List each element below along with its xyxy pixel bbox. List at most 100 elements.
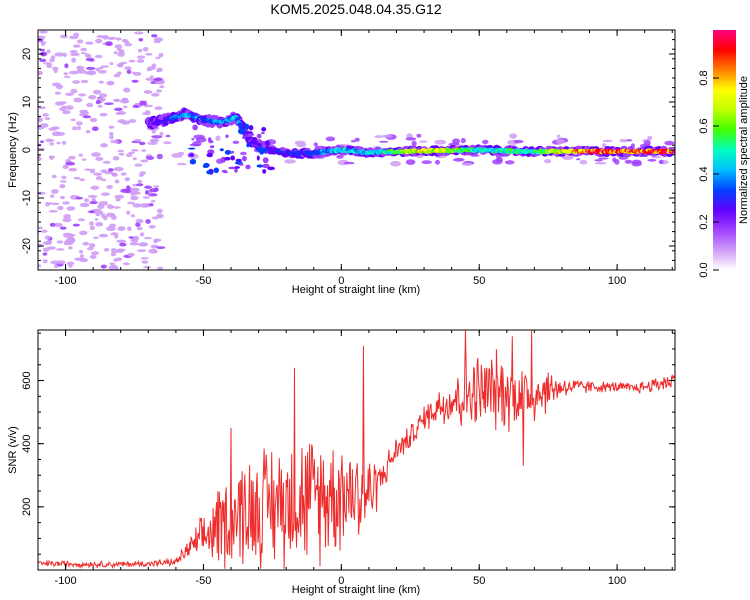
noise-blob	[150, 200, 156, 203]
noise-blob	[99, 112, 108, 117]
colorbar-gradient	[713, 30, 736, 270]
noise-blob	[113, 51, 118, 55]
transition-blob	[189, 158, 197, 165]
snr-series-line	[38, 330, 675, 570]
transition-blob	[238, 124, 243, 128]
noise-blob	[113, 73, 121, 78]
noise-blob	[51, 202, 60, 206]
noise-blob	[156, 67, 163, 72]
noise-blob	[153, 187, 159, 192]
colorbar-tick-label: 0.0	[698, 262, 710, 277]
noise-blob	[145, 156, 155, 160]
noise-blob	[65, 161, 76, 166]
noise-blob	[42, 252, 48, 256]
noise-blob	[66, 105, 74, 110]
noise-blob	[105, 41, 113, 47]
snr-panel: -100 -50 0 50 100 200 400 600 Height of straigh…	[7, 329, 676, 596]
ridge-point	[235, 117, 240, 121]
noise-blob	[56, 141, 61, 145]
noise-blob	[46, 246, 56, 250]
colorbar-ticks: 0.0 0.2 0.4 0.6 0.8	[698, 70, 719, 278]
transition-blob	[209, 145, 215, 149]
noise-blob	[126, 153, 133, 158]
noise-blob	[117, 226, 126, 231]
noise-blob	[82, 115, 92, 119]
noise-blob	[143, 90, 153, 94]
transition-blob	[225, 134, 229, 138]
noise-blob	[95, 156, 104, 161]
noise-blob	[142, 196, 150, 199]
noise-blob	[85, 66, 96, 70]
noise-blob	[87, 194, 98, 199]
noise-blob	[108, 82, 115, 85]
noise-blob	[128, 59, 136, 63]
noise-blob	[121, 97, 129, 102]
noise-blob	[159, 131, 164, 136]
noise-blob	[111, 172, 118, 177]
noise-blob	[153, 185, 160, 188]
noise-blob	[434, 139, 447, 145]
transition-blob	[261, 127, 267, 132]
noise-blob	[133, 139, 142, 142]
noise-blob	[115, 198, 121, 202]
x-tick-label: 50	[473, 575, 485, 587]
y-tick-label: 200	[21, 498, 33, 516]
noise-blob	[156, 208, 163, 214]
transition-blob	[265, 140, 270, 146]
transition-blob	[241, 156, 247, 162]
transition-blob	[262, 169, 267, 174]
noise-blob	[89, 254, 97, 259]
noise-blob	[544, 158, 552, 164]
noise-blob	[44, 117, 51, 121]
noise-blob	[70, 118, 76, 122]
noise-blob	[148, 225, 156, 229]
noise-blob	[155, 56, 161, 60]
noise-blob	[134, 163, 143, 167]
noise-blob	[80, 79, 89, 84]
noise-blob	[142, 47, 149, 52]
noise-blob	[135, 222, 141, 228]
noise-blob	[45, 240, 53, 245]
noise-blob	[54, 264, 59, 269]
transition-blob	[248, 125, 254, 131]
noise-blob	[124, 43, 133, 47]
noise-blob	[76, 121, 83, 126]
noise-blob	[132, 203, 142, 208]
noise-blob	[51, 126, 60, 130]
transition-blob	[230, 150, 235, 154]
x-tick-label: 0	[338, 275, 344, 287]
noise-blob	[576, 158, 581, 161]
noise-blob	[42, 259, 48, 264]
noise-blob	[68, 246, 73, 250]
noise-blob	[151, 129, 157, 134]
noise-blob	[350, 140, 356, 143]
transition-blob	[246, 142, 250, 148]
noise-blob	[139, 100, 147, 104]
noise-blob	[73, 97, 83, 103]
y-tick-label: 0	[21, 147, 33, 153]
noise-blob	[88, 95, 97, 100]
noise-blob	[51, 66, 59, 71]
noise-blob	[624, 159, 633, 164]
x-tick-label: -100	[55, 275, 77, 287]
noise-blob	[62, 52, 67, 57]
snr-marks	[38, 330, 675, 570]
noise-blob	[47, 202, 53, 205]
noise-blob	[123, 87, 131, 93]
transition-blob	[256, 155, 260, 161]
noise-blob	[61, 140, 67, 145]
noise-blob	[70, 88, 78, 94]
noise-blob	[416, 133, 422, 138]
noise-blob	[54, 91, 62, 95]
noise-blob	[98, 66, 104, 70]
noise-blob	[411, 140, 417, 147]
noise-blob	[46, 63, 53, 69]
noise-blob	[647, 158, 657, 162]
noise-blob	[137, 48, 143, 53]
noise-blob	[104, 248, 110, 252]
noise-blob	[76, 39, 84, 44]
noise-blob	[495, 157, 503, 163]
noise-blob	[146, 68, 152, 72]
noise-blob	[100, 213, 106, 218]
